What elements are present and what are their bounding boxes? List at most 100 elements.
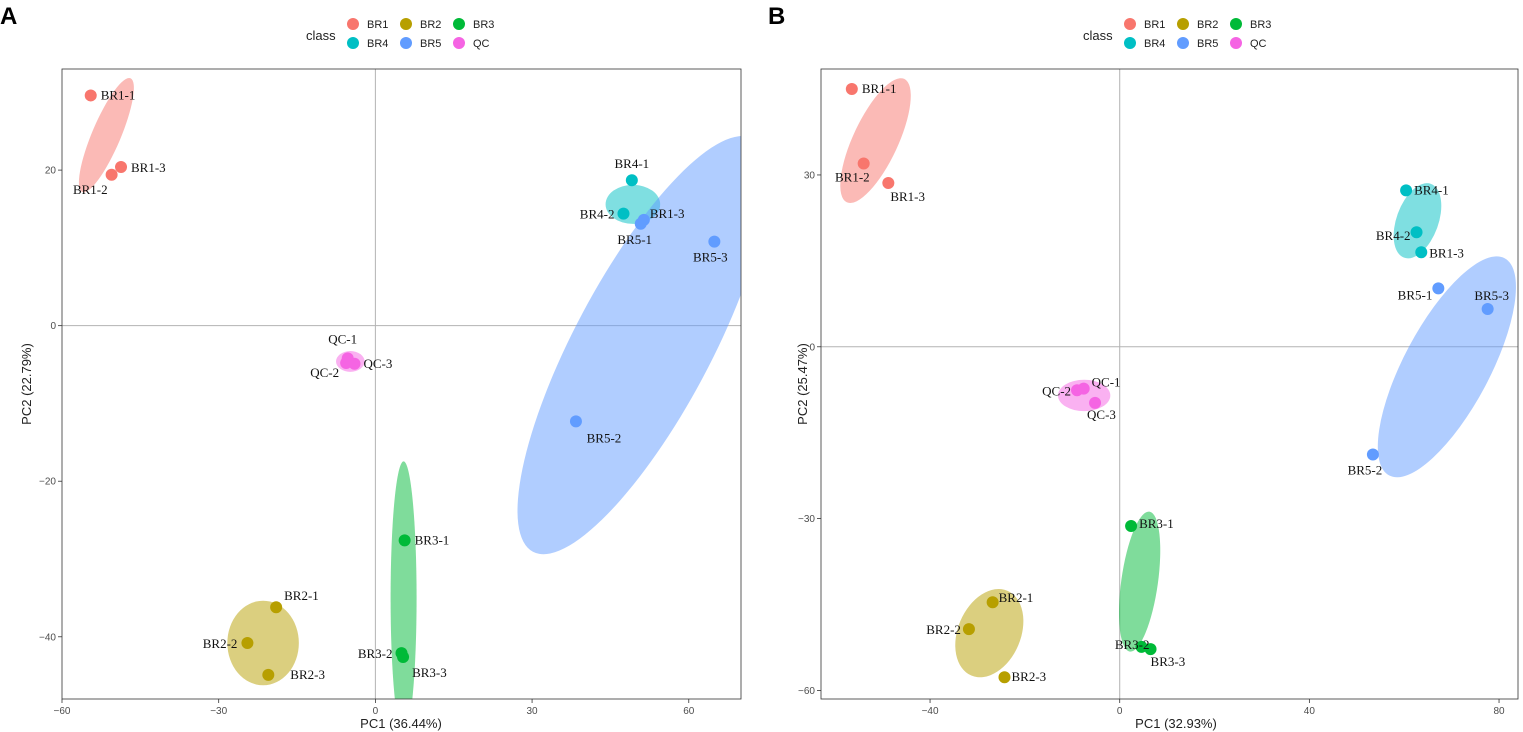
point-label: BR3-1 bbox=[1139, 516, 1174, 531]
point-label: BR5-2 bbox=[587, 430, 622, 445]
point-br1-3 bbox=[1415, 246, 1428, 259]
ellipse-br4 bbox=[1393, 183, 1442, 259]
legend-item-br4: BR4 bbox=[1124, 37, 1165, 50]
point-br2-2 bbox=[241, 637, 254, 649]
x-tick-label: 60 bbox=[683, 706, 695, 717]
point-label: BR2-1 bbox=[999, 590, 1034, 605]
legend-label: BR4 bbox=[367, 38, 388, 50]
legend-item-br5: BR5 bbox=[400, 37, 441, 50]
legend-label: BR3 bbox=[1250, 19, 1271, 31]
x-axis-title: PC1 (32.93%) bbox=[1135, 716, 1217, 731]
y-tick-label: −20 bbox=[39, 477, 56, 488]
point-label: QC-3 bbox=[363, 356, 392, 371]
y-tick-label: 0 bbox=[809, 342, 815, 353]
point-label: BR3-3 bbox=[412, 665, 447, 680]
point-br4-1 bbox=[1400, 184, 1413, 197]
legend-item-br3: BR3 bbox=[453, 18, 494, 31]
point-label: BR4-1 bbox=[1414, 182, 1449, 197]
point-label: BR5-3 bbox=[1474, 288, 1509, 303]
point-label: BR3-1 bbox=[415, 532, 450, 547]
point-br1-3 bbox=[882, 176, 895, 189]
legend-key bbox=[453, 18, 465, 30]
x-tick-label: −40 bbox=[922, 706, 939, 717]
y-tick-label: 0 bbox=[50, 321, 56, 332]
point-br3-1 bbox=[398, 534, 411, 547]
ellipse-br1 bbox=[78, 77, 134, 193]
point-label: BR1-1 bbox=[101, 87, 136, 102]
point-br3-2 bbox=[1135, 640, 1148, 653]
legend-key bbox=[1230, 37, 1242, 49]
x-tick-label: −60 bbox=[54, 706, 71, 717]
y-tick-label: −40 bbox=[39, 632, 56, 643]
legend-label: BR5 bbox=[420, 38, 441, 50]
point-br1-1 bbox=[845, 83, 858, 96]
ellipse-br2 bbox=[955, 588, 1024, 678]
point-label: BR1-2 bbox=[73, 182, 108, 197]
legend-label: BR2 bbox=[1197, 19, 1218, 31]
point-br1-2 bbox=[857, 157, 870, 170]
point-qc-3 bbox=[348, 357, 361, 370]
point-label: BR2-1 bbox=[284, 588, 319, 603]
point-label: QC-1 bbox=[1092, 375, 1121, 390]
legend-label: BR3 bbox=[473, 19, 494, 31]
ellipse-br2 bbox=[227, 600, 299, 686]
legend-key bbox=[347, 18, 359, 30]
point-label: BR4-2 bbox=[1376, 228, 1411, 243]
legend-label: BR4 bbox=[1144, 38, 1165, 50]
point-br2-3 bbox=[998, 671, 1011, 684]
point-label: BR1-3 bbox=[131, 160, 166, 175]
legend: class BR1 BR2 BR3 BR4 BR5 QC bbox=[1083, 18, 1271, 50]
x-tick-label: 30 bbox=[527, 706, 539, 717]
legend-label: BR1 bbox=[367, 19, 388, 31]
legend-key bbox=[1124, 18, 1136, 30]
point-br3-3 bbox=[397, 651, 410, 663]
point-label: BR5-2 bbox=[1348, 462, 1383, 477]
legend-key bbox=[347, 37, 359, 49]
point-label: BR2-3 bbox=[290, 667, 325, 682]
point-br3-3 bbox=[1144, 643, 1157, 656]
ellipse-br3 bbox=[390, 461, 417, 699]
point-label: BR1-3 bbox=[890, 189, 925, 204]
ellipse-br5 bbox=[517, 136, 741, 555]
point-br5-2 bbox=[1366, 448, 1379, 461]
point-br5-3 bbox=[1481, 302, 1494, 315]
y-axis-title: PC2 (25.47%) bbox=[795, 343, 810, 425]
x-tick-label: 40 bbox=[1304, 706, 1316, 717]
legend-item-br1: BR1 bbox=[1124, 18, 1165, 31]
point-qc-2 bbox=[1071, 384, 1084, 397]
point-br4-1 bbox=[625, 174, 638, 187]
legend-label: QC bbox=[473, 38, 490, 50]
point-br5-1 bbox=[634, 217, 647, 230]
point-label: BR5-1 bbox=[617, 232, 652, 247]
point-br1-1 bbox=[84, 89, 97, 102]
legend-key bbox=[1230, 18, 1242, 30]
x-axis-title: PC1 (36.44%) bbox=[360, 716, 442, 731]
legend-key bbox=[1124, 37, 1136, 49]
point-br1-3 bbox=[115, 161, 128, 173]
point-br5-3 bbox=[708, 235, 721, 248]
x-tick-label: 80 bbox=[1493, 706, 1505, 717]
point-br5-2 bbox=[569, 415, 582, 428]
legend-key bbox=[1177, 37, 1189, 49]
legend-item-qc: QC bbox=[453, 37, 490, 50]
plot-border bbox=[820, 68, 1519, 700]
point-br5-1 bbox=[1432, 282, 1445, 295]
legend-item-br1: BR1 bbox=[347, 18, 388, 31]
point-label: BR1-3 bbox=[650, 206, 685, 221]
legend-key bbox=[400, 18, 412, 30]
legend-title: class bbox=[1083, 28, 1113, 43]
x-tick-label: −30 bbox=[210, 706, 227, 717]
legend-title: class bbox=[306, 28, 336, 43]
legend-item-br2: BR2 bbox=[1177, 18, 1218, 31]
point-label: BR1-1 bbox=[862, 81, 897, 96]
y-axis-title: PC2 (22.79%) bbox=[19, 343, 34, 425]
point-label: BR2-2 bbox=[926, 622, 961, 637]
point-label: BR4-2 bbox=[580, 207, 615, 222]
legend-item-br5: BR5 bbox=[1177, 37, 1218, 50]
plot-border bbox=[61, 68, 742, 700]
x-tick-label: 0 bbox=[1117, 706, 1123, 717]
point-label: BR5-1 bbox=[1398, 287, 1433, 302]
legend-key bbox=[453, 37, 465, 49]
legend-key bbox=[1177, 18, 1189, 30]
